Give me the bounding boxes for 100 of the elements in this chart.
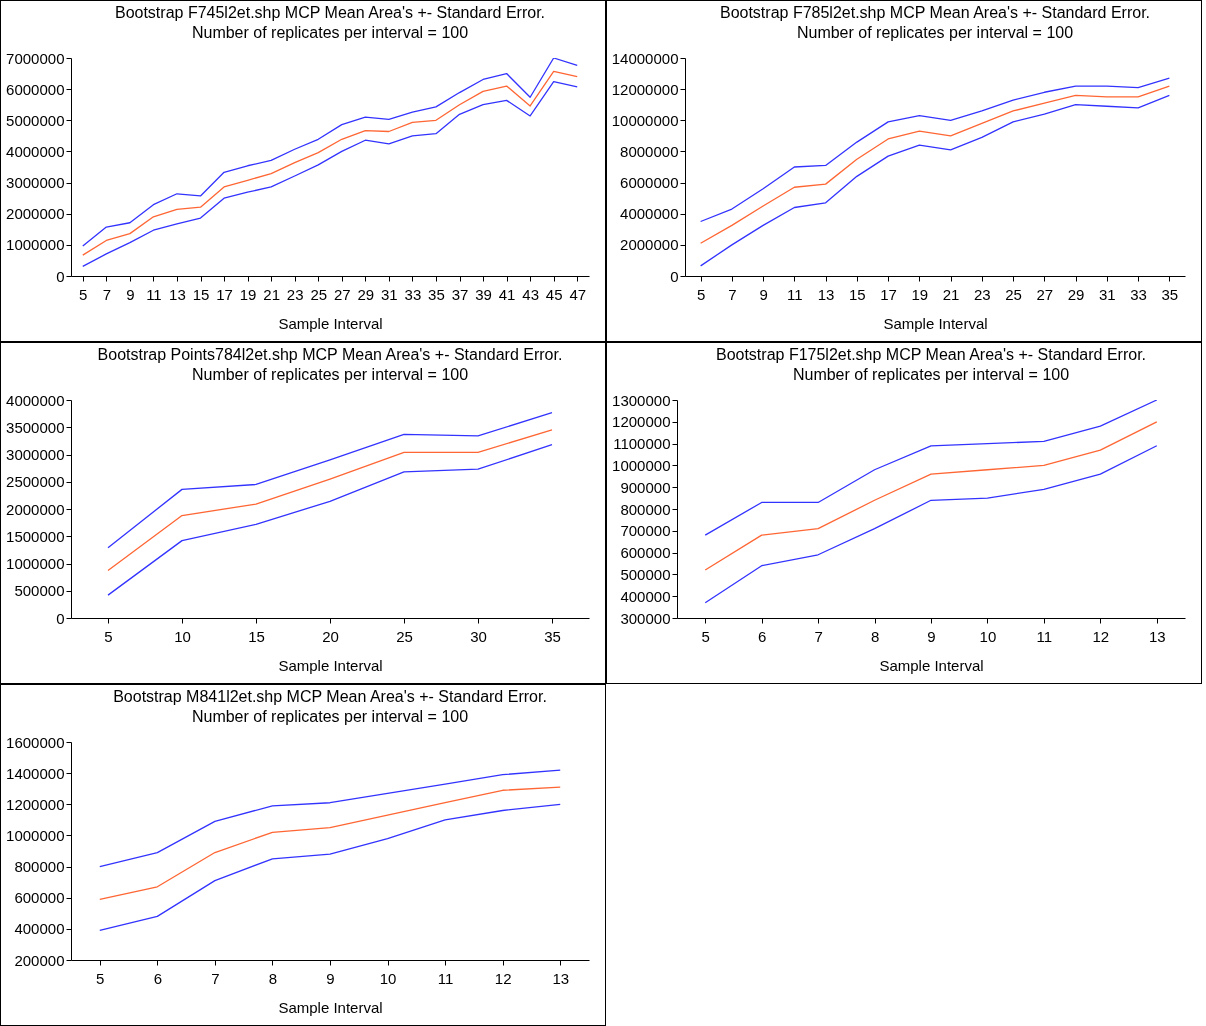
y-tick-label: 4000000 [620, 205, 679, 223]
y-tick-label: 600000 [14, 889, 65, 907]
x-tick-label: 37 [451, 285, 469, 303]
x-tick-label: 33 [1130, 285, 1147, 303]
x-tick-label: 17 [880, 285, 897, 303]
x-tick-label: 39 [475, 285, 492, 303]
y-tick-label: 3000000 [6, 174, 65, 192]
x-tick-label: 5 [79, 285, 88, 303]
chart-title: Bootstrap Points784l2et.shp MCP Mean Area's +- Standard Error. [97, 346, 563, 363]
y-tick-label: 1000000 [6, 236, 65, 254]
chart-subtitle: Number of replicates per interval = 100 [191, 24, 469, 41]
x-tick-label: 35 [1161, 285, 1179, 303]
line-series [107, 411, 553, 549]
x-tick-label: 10 [379, 969, 397, 987]
x-tick-label: 33 [404, 285, 422, 303]
y-tick-label: 900000 [620, 478, 671, 496]
x-tick-label: 31 [381, 285, 398, 303]
y-tick-label: 1200000 [612, 413, 671, 431]
x-tick-label: 23 [974, 285, 991, 303]
x-tick-label: 15 [248, 627, 265, 645]
y-tick-label: 6000000 [6, 80, 65, 98]
x-tick-label: 13 [1148, 627, 1166, 645]
line-series [699, 85, 1171, 244]
x-tick-label: 12 [1092, 627, 1110, 645]
line-series [107, 444, 553, 596]
y-tick-label: 700000 [620, 522, 671, 540]
y-tick-label: 800000 [14, 858, 65, 876]
x-tick-label: 15 [849, 285, 866, 303]
y-tick-label: 400000 [620, 587, 671, 605]
y-tick-label: 4000000 [6, 391, 65, 409]
x-tick-label: 17 [216, 285, 233, 303]
x-tick-label: 27 [333, 285, 351, 303]
y-tick-label: 7000000 [6, 49, 65, 67]
chart-title: Bootstrap M841l2et.shp MCP Mean Area's +- Standard Error. [113, 688, 547, 705]
y-tick-label: 1000000 [6, 555, 65, 572]
y-tick-label: 200000 [14, 951, 65, 969]
x-tick-label: 25 [1005, 285, 1022, 303]
x-tick-label: 30 [470, 627, 487, 645]
x-axis-title: Sample Interval [879, 656, 984, 674]
x-tick-label: 27 [1036, 285, 1054, 303]
y-tick-label: 2000000 [620, 236, 679, 254]
y-tick-label: 1100000 [613, 435, 671, 453]
x-tick-label: 21 [942, 285, 960, 303]
chart-subtitle: Number of replicates per interval = 100 [191, 366, 469, 383]
x-tick-label: 13 [169, 285, 186, 303]
x-tick-label: 5 [701, 627, 710, 645]
x-tick-label: 5 [696, 285, 706, 303]
x-tick-label: 7 [728, 285, 737, 303]
y-tick-label: 1000000 [612, 456, 671, 474]
x-tick-label: 9 [126, 285, 135, 303]
y-tick-label: 3000000 [6, 446, 65, 463]
x-tick-label: 25 [310, 285, 328, 303]
chart-subtitle: Number of replicates per interval = 100 [796, 24, 1074, 41]
x-tick-label: 7 [102, 285, 111, 303]
x-tick-label: 10 [979, 627, 997, 645]
x-tick-label: 7 [211, 969, 220, 987]
y-tick-label: 800000 [620, 500, 671, 518]
chart-subtitle: Number of replicates per interval = 100 [792, 366, 1070, 383]
y-tick-label: 1300000 [612, 391, 671, 409]
x-tick-label: 6 [153, 969, 163, 987]
y-tick-label: 0 [56, 267, 65, 285]
y-tick-label: 1000000 [6, 826, 65, 844]
line-series [699, 94, 1171, 267]
x-tick-label: 10 [174, 627, 191, 645]
x-tick-label: 5 [104, 627, 113, 645]
x-tick-label: 41 [498, 285, 516, 303]
y-tick-label: 2500000 [6, 473, 65, 491]
x-tick-label: 21 [263, 285, 280, 303]
x-tick-label: 31 [1099, 285, 1116, 303]
x-tick-label: 29 [357, 285, 375, 303]
x-tick-label: 23 [286, 285, 304, 303]
y-tick-label: 3500000 [6, 418, 65, 436]
y-tick-label: 8000000 [620, 142, 679, 160]
x-tick-label: 13 [817, 285, 835, 303]
x-tick-label: 9 [759, 285, 768, 303]
x-tick-label: 8 [870, 627, 880, 645]
x-tick-label: 11 [146, 285, 162, 303]
x-axis-title: Sample Interval [278, 998, 383, 1016]
line-series [99, 769, 561, 868]
x-axis-title: Sample Interval [278, 314, 383, 332]
y-tick-label: 1400000 [6, 764, 65, 782]
y-tick-label: 12000000 [611, 80, 679, 98]
y-tick-label: 0 [670, 267, 679, 285]
y-tick-label: 14000000 [611, 49, 679, 67]
y-tick-label: 500000 [14, 582, 65, 600]
line-series [704, 445, 1158, 604]
y-tick-label: 0 [56, 609, 65, 627]
chart-subtitle: Number of replicates per interval = 100 [191, 708, 469, 725]
y-tick-label: 4000000 [6, 142, 65, 160]
line-series [107, 429, 553, 572]
x-tick-label: 19 [911, 285, 929, 303]
x-tick-label: 11 [437, 969, 454, 987]
y-tick-label: 500000 [620, 565, 671, 583]
line-series [99, 803, 561, 932]
y-tick-label: 5000000 [6, 111, 65, 129]
y-tick-label: 1600000 [6, 733, 65, 751]
x-tick-label: 35 [428, 285, 445, 303]
x-tick-label: 9 [326, 969, 335, 987]
line-series [704, 421, 1158, 571]
x-tick-label: 13 [552, 969, 570, 987]
